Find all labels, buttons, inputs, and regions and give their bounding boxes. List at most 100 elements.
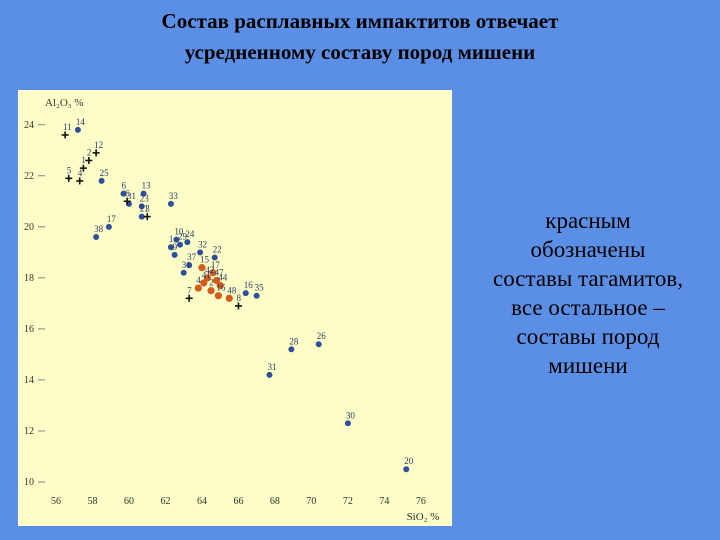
point-label: 25 — [100, 168, 110, 178]
point-label: 35 — [255, 283, 265, 293]
cross-point — [79, 164, 87, 172]
x-tick-label: 58 — [87, 496, 97, 507]
target-rock-point — [98, 177, 105, 184]
y-tick-label: 20 — [24, 222, 34, 233]
point-label: 31 — [127, 191, 136, 201]
x-tick-label: 72 — [343, 496, 353, 507]
point-label: 1 — [169, 234, 174, 244]
tagamite-point — [198, 264, 206, 272]
point-label: 6 — [122, 181, 127, 191]
tagamite-point — [194, 284, 202, 292]
target-rock-point — [120, 190, 127, 197]
target-rock-point — [344, 420, 351, 427]
point-label: 16 — [244, 280, 254, 290]
y-tick-label: 14 — [24, 375, 34, 386]
point-label: 5 — [67, 165, 72, 175]
point-label: 4 — [196, 275, 201, 285]
point-label: 7 — [187, 285, 192, 295]
point-label: 17 — [211, 260, 221, 270]
point-label: 32 — [198, 239, 207, 249]
tagamite-point — [209, 269, 217, 277]
point-label: 28 — [289, 336, 299, 346]
target-rock-point — [180, 269, 187, 276]
point-label: 33 — [169, 191, 179, 201]
point-label: 47 — [215, 267, 225, 277]
caption-line-2: обозначены — [530, 237, 646, 262]
point-label: 24 — [185, 229, 195, 239]
target-rock-point — [167, 200, 174, 207]
point-label: 4 — [78, 168, 83, 178]
cross-point — [185, 294, 193, 302]
x-tick-label: 66 — [233, 496, 243, 507]
point-label: 20 — [404, 456, 414, 466]
point-label: 37 — [187, 252, 197, 262]
legend-caption: красным обозначены составы тагамитов, вс… — [456, 206, 720, 380]
cross-point — [61, 131, 69, 139]
target-rock-point — [211, 254, 218, 261]
target-rock-point — [197, 249, 204, 256]
point-label: 48 — [227, 285, 237, 295]
x-tick-label: 56 — [51, 496, 61, 507]
point-label: 29 — [178, 232, 188, 242]
x-tick-label: 62 — [160, 496, 170, 507]
point-label: 14 — [76, 117, 86, 127]
point-label: 12 — [94, 140, 103, 150]
point-label: 16 — [216, 283, 226, 293]
point-label: 2 — [87, 147, 92, 157]
caption-line-4: все остальное – — [511, 295, 665, 320]
target-rock-point — [138, 213, 145, 220]
tagamite-point — [203, 274, 212, 282]
tagamite-point — [200, 279, 208, 287]
caption-line-5: составы пород — [516, 324, 660, 349]
cross-point — [143, 213, 151, 221]
cross-point — [65, 174, 73, 182]
y-tick-label: 18 — [24, 273, 34, 284]
target-rock-point — [93, 234, 100, 241]
target-rock-point — [171, 251, 178, 258]
x-tick-label: 64 — [197, 496, 207, 507]
target-rock-point — [138, 203, 145, 210]
x-tick-label: 60 — [124, 496, 134, 507]
y-tick-label: 22 — [24, 171, 34, 182]
target-rock-point — [105, 223, 112, 230]
target-rock-point — [266, 371, 273, 378]
target-rock-point — [242, 290, 249, 297]
tagamite-point — [214, 292, 222, 300]
cross-point — [123, 197, 131, 205]
cross-point — [76, 177, 84, 185]
slide-title-line-1: Состав расплавных импактитов отвечает — [161, 9, 559, 33]
tagamite-point — [216, 281, 224, 290]
target-rock-point — [74, 126, 81, 133]
x-tick-label: 74 — [379, 496, 389, 507]
point-label: 44 — [218, 273, 228, 283]
caption-line-1: красным — [545, 208, 631, 233]
tagamite-point — [207, 287, 215, 295]
y-tick-label: 16 — [24, 324, 34, 335]
target-rock-point — [253, 292, 260, 299]
point-label: 31 — [267, 362, 276, 372]
point-label: 22 — [213, 244, 222, 254]
point-label: 1 — [81, 155, 86, 165]
point-label: 10 — [174, 227, 184, 237]
tagamite-point — [225, 294, 233, 302]
cross-point — [85, 156, 93, 164]
x-tick-label: 70 — [306, 496, 316, 507]
cross-point — [234, 302, 242, 310]
slide-title: Состав расплавных импактитов отвечает ус… — [0, 6, 720, 68]
cross-point — [92, 149, 100, 157]
point-label: 31 — [182, 260, 191, 270]
target-rock-point — [177, 241, 184, 248]
target-rock-point — [186, 262, 193, 269]
y-axis-title: Al₂O₃ % — [45, 97, 84, 109]
tagamite-point — [212, 276, 221, 285]
target-rock-point — [184, 239, 191, 246]
x-tick-label: 68 — [270, 496, 280, 507]
point-label: 2 — [209, 278, 214, 288]
caption-line-3: составы тагамитов, — [493, 266, 683, 291]
y-tick-label: 10 — [24, 477, 34, 488]
point-label: 30 — [346, 410, 356, 420]
y-tick-label: 12 — [24, 426, 34, 437]
